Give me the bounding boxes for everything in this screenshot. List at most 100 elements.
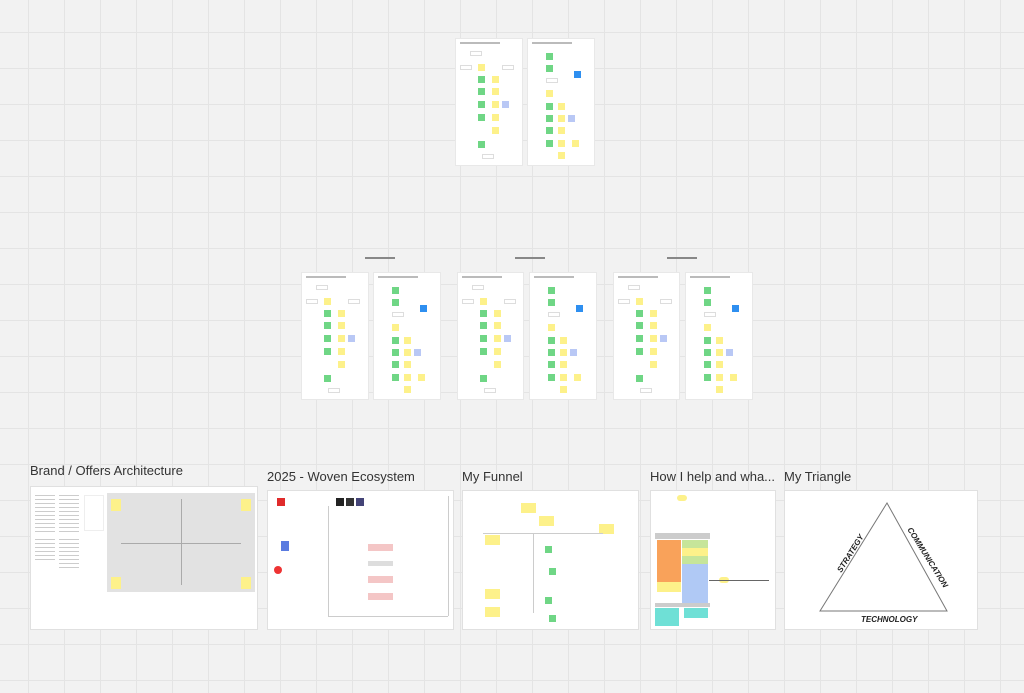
sticky-note[interactable]: [494, 310, 501, 318]
shape[interactable]: [502, 65, 514, 71]
sticky-note[interactable]: [546, 114, 553, 122]
sticky-note[interactable]: [548, 287, 555, 295]
sticky-note[interactable]: [324, 334, 331, 342]
shape[interactable]: [316, 285, 328, 291]
sticky-note[interactable]: [338, 361, 345, 369]
sticky-note[interactable]: [392, 287, 399, 295]
sticky-note[interactable]: [478, 63, 485, 71]
sticky-note[interactable]: [546, 65, 553, 73]
shape[interactable]: [618, 299, 630, 305]
sticky-note[interactable]: [392, 348, 399, 356]
shape[interactable]: [392, 311, 404, 317]
sticky-note[interactable]: [404, 373, 411, 381]
sticky-note[interactable]: [492, 76, 499, 84]
sticky-note[interactable]: [558, 102, 565, 110]
sticky-note[interactable]: [338, 310, 345, 318]
sticky-note[interactable]: [480, 348, 487, 356]
frame-brand[interactable]: [30, 486, 258, 630]
sticky-note[interactable]: [650, 322, 657, 330]
sticky-note[interactable]: [650, 348, 657, 356]
sticky-note[interactable]: [418, 373, 425, 381]
sticky-note[interactable]: [480, 374, 487, 382]
sticky-note[interactable]: [492, 88, 499, 96]
sticky-note[interactable]: [338, 348, 345, 356]
shape[interactable]: [640, 387, 652, 393]
sticky-note[interactable]: [494, 334, 501, 342]
sticky-note[interactable]: [480, 310, 487, 318]
shape[interactable]: [460, 65, 472, 71]
template-board-left[interactable]: [457, 272, 524, 400]
shape[interactable]: [548, 311, 560, 317]
sticky-note[interactable]: [636, 374, 643, 382]
sticky-note[interactable]: [568, 114, 575, 122]
sticky-note[interactable]: [502, 100, 509, 108]
sticky-note[interactable]: [546, 102, 553, 110]
sticky-note[interactable]: [548, 324, 555, 332]
frame-my-triangle[interactable]: Strategy Communication Technology: [784, 490, 978, 630]
frame-title-triangle[interactable]: My Triangle: [784, 469, 852, 484]
sticky-note[interactable]: [548, 348, 555, 356]
sticky-note[interactable]: [492, 100, 499, 108]
frame-title-brand[interactable]: Brand / Offers Architecture: [30, 463, 183, 478]
sticky-note[interactable]: [338, 334, 345, 342]
sticky-note[interactable]: [558, 139, 565, 147]
sticky-note[interactable]: [560, 336, 567, 344]
sticky-note[interactable]: [704, 299, 711, 307]
sticky-note[interactable]: [574, 373, 581, 381]
sticky-note[interactable]: [726, 348, 733, 356]
template-board-right[interactable]: [373, 272, 441, 400]
shape[interactable]: [328, 387, 340, 393]
sticky-note[interactable]: [650, 334, 657, 342]
shape[interactable]: [484, 387, 496, 393]
sticky-note[interactable]: [404, 361, 411, 369]
sticky-note[interactable]: [558, 114, 565, 122]
sticky-note[interactable]: [572, 139, 579, 147]
shape[interactable]: [470, 51, 482, 57]
sticky-note[interactable]: [414, 348, 421, 356]
sticky-note[interactable]: [478, 140, 485, 148]
sticky-note[interactable]: [338, 322, 345, 330]
sticky-note[interactable]: [480, 334, 487, 342]
sticky-note[interactable]: [478, 114, 485, 122]
sticky-note[interactable]: [636, 348, 643, 356]
sticky-note[interactable]: [392, 299, 399, 307]
sticky-note[interactable]: [576, 304, 583, 312]
sticky-note[interactable]: [546, 127, 553, 135]
sticky-note[interactable]: [546, 139, 553, 147]
sticky-note[interactable]: [704, 348, 711, 356]
sticky-note[interactable]: [704, 336, 711, 344]
sticky-note[interactable]: [546, 53, 553, 61]
frame-title-how-i-help[interactable]: How I help and wha...: [650, 469, 776, 484]
sticky-note[interactable]: [478, 88, 485, 96]
sticky-note[interactable]: [548, 361, 555, 369]
sticky-note[interactable]: [636, 322, 643, 330]
sticky-note[interactable]: [492, 127, 499, 135]
sticky-note[interactable]: [558, 151, 565, 159]
sticky-note[interactable]: [494, 361, 501, 369]
sticky-note[interactable]: [478, 100, 485, 108]
sticky-note[interactable]: [716, 361, 723, 369]
sticky-note[interactable]: [716, 373, 723, 381]
sticky-note[interactable]: [732, 304, 739, 312]
sticky-note[interactable]: [636, 310, 643, 318]
frame-how-i-help[interactable]: [650, 490, 776, 630]
template-board-right[interactable]: [527, 38, 595, 166]
sticky-note[interactable]: [480, 322, 487, 330]
sticky-note[interactable]: [392, 361, 399, 369]
sticky-note[interactable]: [560, 373, 567, 381]
sticky-note[interactable]: [494, 348, 501, 356]
shape[interactable]: [462, 299, 474, 305]
sticky-note[interactable]: [480, 297, 487, 305]
sticky-note[interactable]: [636, 297, 643, 305]
sticky-note[interactable]: [420, 304, 427, 312]
sticky-note[interactable]: [492, 114, 499, 122]
shape[interactable]: [348, 299, 360, 305]
sticky-note[interactable]: [494, 322, 501, 330]
shape[interactable]: [472, 285, 484, 291]
sticky-note[interactable]: [392, 373, 399, 381]
sticky-note[interactable]: [546, 90, 553, 98]
sticky-note[interactable]: [558, 127, 565, 135]
sticky-note[interactable]: [324, 297, 331, 305]
sticky-note[interactable]: [404, 336, 411, 344]
sticky-note[interactable]: [704, 324, 711, 332]
